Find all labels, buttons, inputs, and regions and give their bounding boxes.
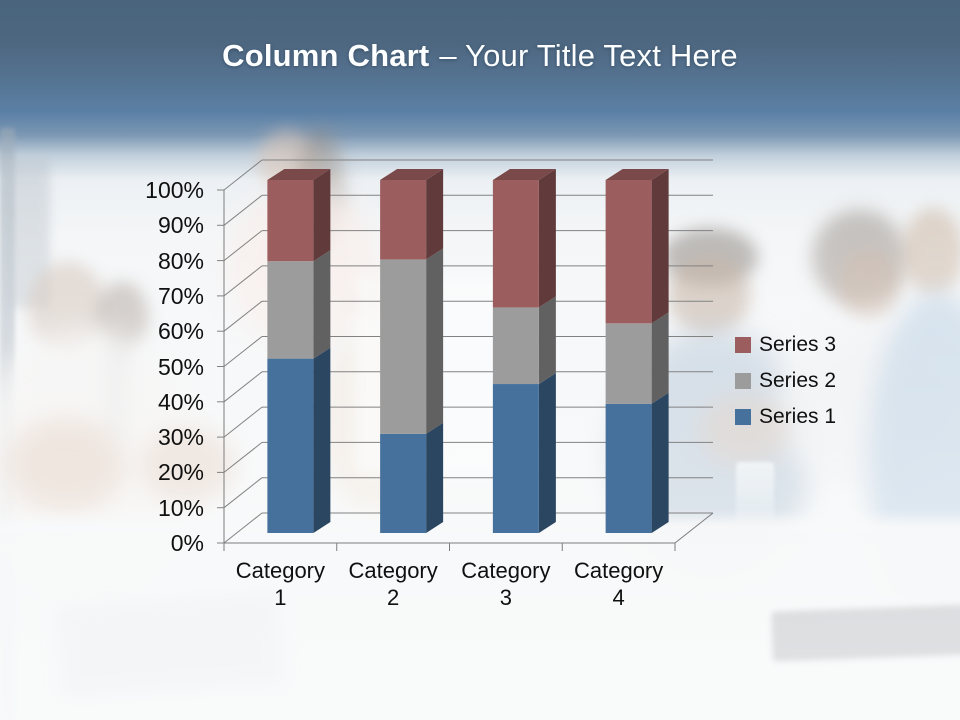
column-4-top (605, 169, 669, 180)
y-axis-label: 30% (157, 424, 204, 451)
column-3-segment-front (492, 180, 539, 308)
y-axis-label: 10% (157, 494, 204, 521)
gridline-sidewall (223, 442, 263, 473)
legend-swatch-icon (735, 409, 751, 425)
legend-item: Series 3 (735, 333, 836, 357)
column-1-segment-front (267, 261, 314, 359)
column-3-top (492, 169, 556, 180)
column-1-segment-side (313, 347, 331, 533)
y-axis-label: 0% (170, 530, 204, 556)
gridline-sidewall (223, 406, 263, 438)
column-2-segment-side (426, 422, 444, 533)
floor-right-edge (674, 512, 714, 544)
x-axis-label: Category 4 (573, 558, 664, 610)
legend-item: Series 1 (735, 405, 836, 429)
column-2-segment-side (426, 248, 444, 434)
column-4-segment-front (605, 180, 652, 324)
x-axis-label: Category 2 (348, 558, 438, 610)
legend-label: Series 2 (759, 369, 837, 392)
column-4-segment-side (651, 312, 669, 404)
y-axis-label: 70% (157, 282, 204, 309)
column-1-top (267, 169, 331, 180)
chart-legend: Series 3 Series 2 Series 1 (735, 333, 836, 441)
gridline-sidewall (223, 194, 263, 226)
legend-swatch-icon (735, 373, 751, 389)
column-2-segment-side (426, 169, 444, 260)
column-4-segment-front (605, 323, 652, 404)
column-1-segment-front (267, 358, 314, 533)
column-3-segment-side (538, 169, 556, 308)
gridline-sidewall (223, 230, 263, 261)
gridline-sidewall (223, 300, 263, 332)
column-4-segment-front (605, 403, 652, 533)
legend-swatch-icon (735, 337, 751, 353)
x-axis-label: Category 3 (461, 558, 551, 610)
column-2-segment-front (380, 180, 427, 260)
legend-label: Series 3 (759, 333, 837, 356)
column-3-segment-side (538, 373, 556, 533)
gridline-sidewall (223, 371, 263, 403)
slide-title: Column Chart – Your Title Text Here (0, 38, 960, 74)
y-axis-label: 60% (157, 318, 204, 345)
column-4-segment-side (651, 169, 669, 324)
gridline-sidewall (223, 265, 263, 297)
column-1-segment-side (313, 169, 331, 262)
column-3-segment-front (492, 384, 539, 533)
column-2-top (380, 169, 444, 180)
legend-label: Series 1 (759, 405, 837, 428)
column-2-segment-front (380, 433, 427, 533)
column-4-segment-side (651, 392, 669, 533)
gridline-sidewall (223, 159, 263, 191)
column-1-segment-side (313, 250, 331, 359)
slide-title-rest: – Your Title Text Here (439, 38, 738, 73)
gridline-sidewall (223, 512, 263, 544)
column-3-segment-side (538, 296, 556, 385)
x-axis-label: Category 1 (235, 558, 326, 610)
y-axis-label: 80% (157, 247, 204, 274)
y-axis-label: 100% (145, 177, 204, 203)
slide-title-bold: Column Chart (222, 38, 430, 73)
y-axis-label: 90% (157, 212, 204, 239)
gridline-sidewall (223, 336, 263, 367)
y-axis-label: 20% (157, 459, 204, 486)
gridline-sidewall (223, 477, 263, 509)
column-1-segment-front (267, 180, 314, 262)
column-3-segment-front (492, 307, 539, 385)
column-2-segment-front (380, 259, 427, 434)
y-axis-label: 50% (157, 353, 204, 380)
y-axis-label: 40% (157, 388, 204, 415)
legend-item: Series 2 (735, 369, 836, 393)
